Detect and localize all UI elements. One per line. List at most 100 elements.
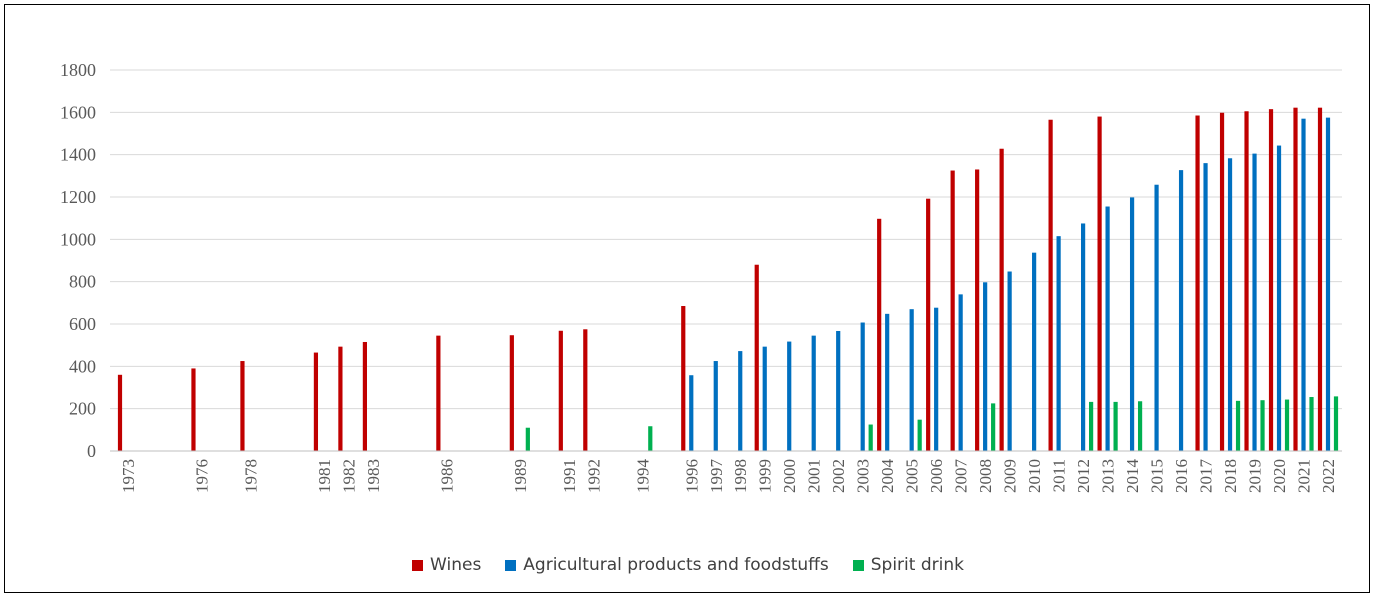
bar-wines-1983 — [362, 341, 367, 451]
x-tick-label: 1983 — [364, 459, 383, 493]
bar-agricultural-2018 — [1227, 158, 1233, 451]
x-tick-label: 1992 — [584, 459, 603, 493]
x-axis-tick-labels: 1973 1976 1978 1981 1982 1983 1986 1989 1991 1992… — [119, 459, 1338, 494]
bar-agricultural-2016 — [1178, 170, 1184, 451]
legend-swatch — [412, 559, 424, 571]
x-tick-label: 2001 — [805, 459, 824, 493]
bar-agricultural-1996 — [689, 375, 694, 451]
x-tick-label: 2003 — [854, 459, 873, 493]
bar-agricultural-1998 — [738, 351, 743, 451]
bar-spirit-2020 — [1284, 399, 1290, 451]
bar-spirit-2003 — [868, 424, 873, 451]
bar-spirit-2008 — [991, 403, 996, 452]
bar-agricultural-2008 — [983, 282, 988, 451]
legend-item-wines: Wines — [412, 555, 481, 575]
x-tick-label: 1973 — [119, 459, 138, 493]
x-tick-label: 2017 — [1197, 459, 1216, 494]
bar-spirit-2022 — [1333, 396, 1339, 451]
bar-wines-1989 — [509, 335, 514, 451]
x-tick-label: 1986 — [437, 459, 456, 493]
y-tick-label: 1200 — [60, 187, 96, 207]
x-tick-label: 2022 — [1319, 459, 1338, 493]
bar-wines-1981 — [313, 352, 319, 451]
bar-wines-1992 — [583, 329, 588, 451]
bar-agricultural-2003 — [860, 322, 865, 451]
bar-spirit-2005 — [917, 419, 922, 451]
bar-agricultural-2014 — [1129, 197, 1135, 451]
x-tick-label: 1996 — [682, 459, 701, 493]
x-tick-label: 2009 — [1001, 459, 1020, 493]
bar-spirit-2013 — [1113, 401, 1118, 451]
x-tick-label: 2008 — [976, 459, 995, 493]
bar-wines-2021 — [1293, 107, 1298, 452]
x-tick-label: 2015 — [1148, 459, 1167, 493]
bar-wines-2019 — [1244, 111, 1249, 452]
bar-wines-1976 — [191, 368, 196, 451]
bar-wines-2013 — [1097, 116, 1102, 451]
bar-spirit-2021 — [1309, 397, 1314, 451]
y-tick-label: 200 — [69, 399, 96, 419]
bar-spirit-2014 — [1137, 401, 1143, 451]
bar-agricultural-2012 — [1081, 223, 1086, 451]
bar-agricultural-1997 — [713, 361, 718, 451]
bar-agricultural-2006 — [934, 307, 939, 451]
legend-label: Wines — [430, 555, 482, 575]
x-tick-label: 2006 — [927, 459, 946, 493]
bar-wines-2008 — [975, 169, 980, 452]
bar-agricultural-2007 — [958, 294, 963, 451]
bar-agricultural-2013 — [1105, 206, 1110, 451]
bar-agricultural-2017 — [1203, 163, 1208, 451]
x-tick-label: 2010 — [1025, 459, 1044, 493]
bar-agricultural-2002 — [836, 330, 841, 451]
bar-agricultural-2022 — [1325, 117, 1331, 452]
bar-wines-1973 — [117, 374, 123, 451]
bar-wines-2018 — [1219, 112, 1225, 451]
y-tick-label: 1000 — [60, 229, 96, 249]
x-tick-label: 1997 — [707, 459, 726, 494]
bar-agricultural-1999 — [762, 346, 767, 451]
bar-agricultural-2009 — [1007, 271, 1012, 451]
bar-agricultural-2004 — [885, 313, 890, 451]
bar-agricultural-2005 — [909, 309, 914, 451]
x-tick-label: 1976 — [192, 459, 211, 493]
x-tick-label: 1978 — [241, 459, 260, 493]
y-tick-label: 400 — [69, 356, 96, 376]
bar-wines-2022 — [1317, 107, 1323, 452]
legend-item-spirit: Spirit drink — [852, 555, 964, 575]
bar-agricultural-2021 — [1301, 118, 1306, 452]
x-tick-label: 2013 — [1099, 459, 1118, 493]
x-tick-label: 2011 — [1050, 459, 1069, 492]
y-tick-label: 0 — [87, 441, 96, 461]
legend: Wines Agricultural products and foodstuff… — [0, 552, 1376, 578]
chart-frame — [4, 4, 1370, 593]
bar-agricultural-2010 — [1032, 252, 1037, 451]
x-tick-label: 2004 — [878, 459, 897, 494]
bar-wines-1991 — [558, 330, 563, 451]
x-tick-label: 1998 — [731, 459, 750, 493]
x-tick-label: 2018 — [1221, 459, 1240, 493]
bars — [117, 107, 1339, 452]
x-tick-label: 2007 — [952, 459, 971, 494]
bar-spirit-2018 — [1235, 400, 1241, 451]
y-tick-label: 1600 — [60, 102, 96, 122]
bar-wines-2009 — [999, 148, 1004, 452]
bar-wines-2004 — [877, 218, 882, 451]
y-tick-label: 1400 — [60, 145, 96, 165]
bar-wines-2017 — [1195, 115, 1200, 451]
bar-wines-2006 — [926, 198, 931, 451]
bar-wines-1982 — [338, 346, 343, 451]
y-tick-label: 600 — [69, 314, 96, 334]
bar-spirit-2012 — [1089, 401, 1094, 451]
bar-agricultural-2011 — [1056, 236, 1061, 451]
bar-agricultural-2000 — [787, 341, 792, 451]
bar-agricultural-2020 — [1276, 145, 1282, 451]
bar-wines-1986 — [436, 335, 441, 451]
x-tick-label: 1991 — [560, 459, 579, 493]
bar-wines-2007 — [950, 170, 955, 452]
bar-wines-1999 — [754, 264, 759, 451]
bar-agricultural-2001 — [811, 335, 816, 451]
legend-swatch — [852, 559, 864, 571]
legend-label: Agricultural products and foodstuffs — [523, 555, 829, 575]
y-tick-label: 800 — [69, 272, 96, 292]
